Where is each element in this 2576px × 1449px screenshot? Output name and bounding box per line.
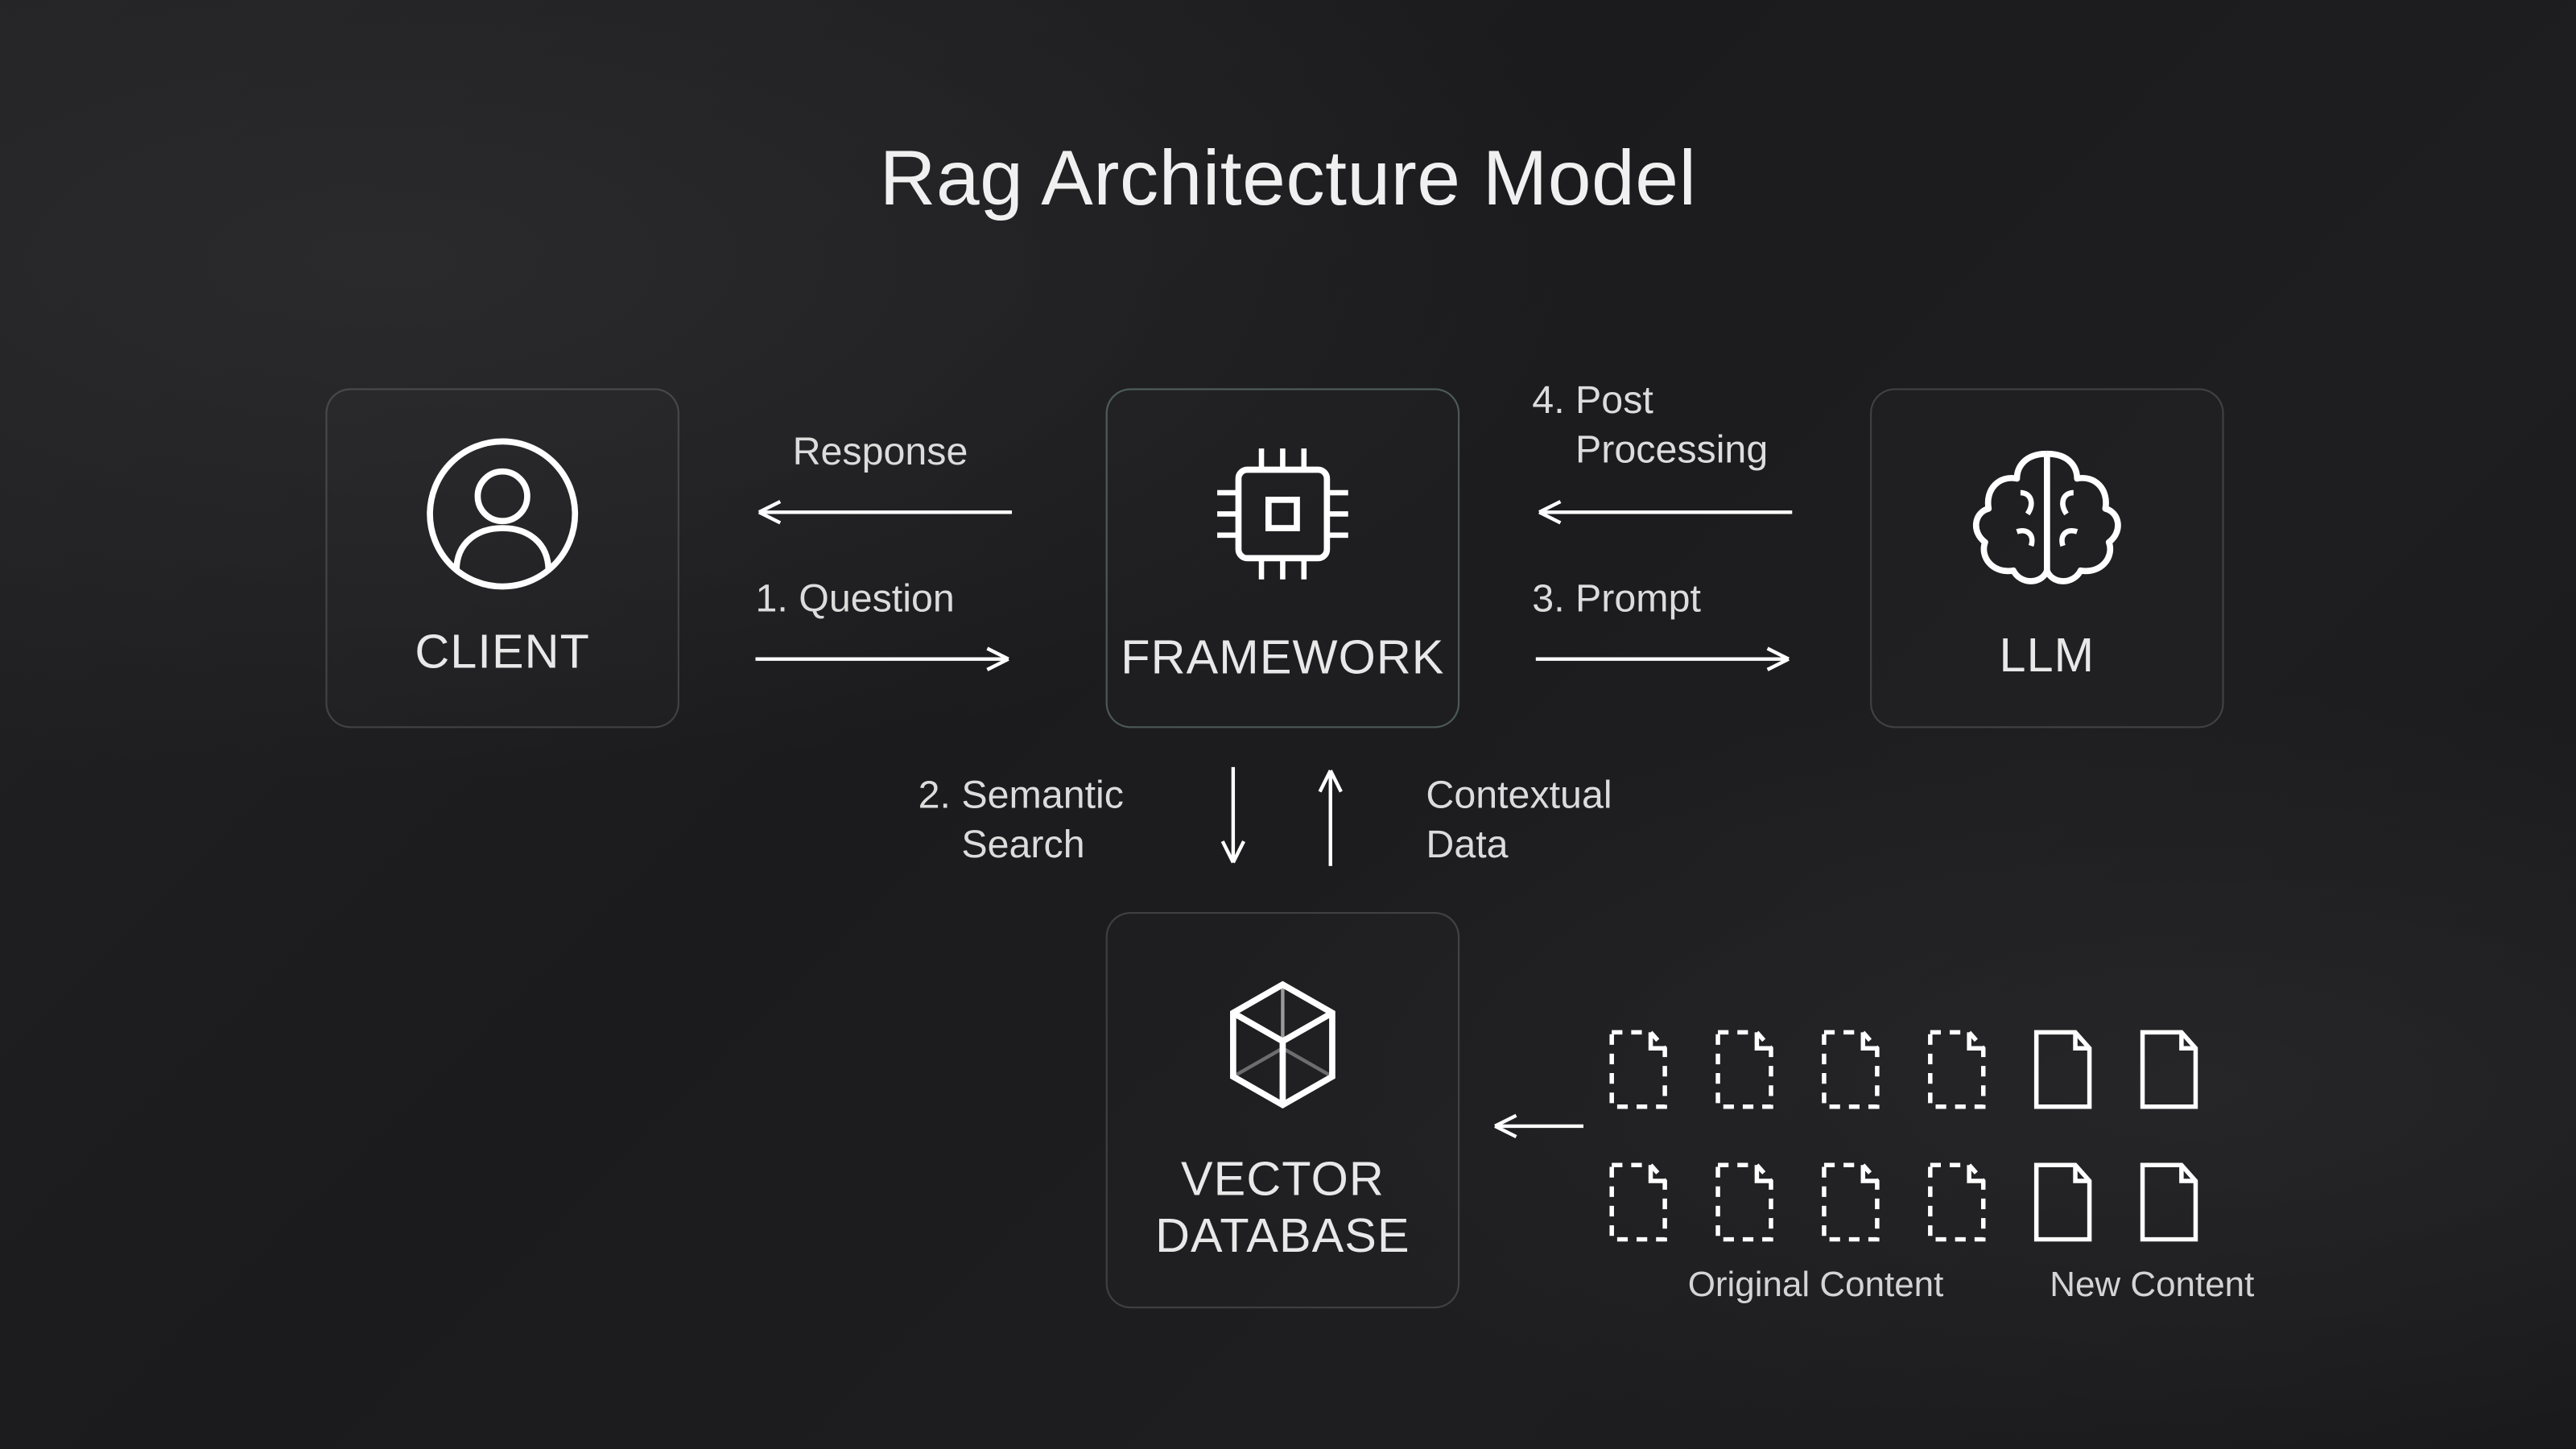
label-question: 1. Question: [755, 574, 954, 622]
arrow-contextual-data: [1331, 767, 1332, 866]
arrow-post-processing: [1536, 512, 1793, 514]
node-framework: FRAMEWORK: [1106, 388, 1460, 728]
label-new-content: New Content: [2050, 1266, 2254, 1307]
diagram-title: Rag Architecture Model: [880, 135, 1697, 224]
label-prompt: 3. Prompt: [1532, 574, 1701, 622]
arrow-semantic-search: [1233, 767, 1235, 866]
document-original-icon: [1603, 1160, 1674, 1253]
node-vector-db: VECTOR DATABASE: [1106, 912, 1460, 1308]
arrow-response: [755, 512, 1012, 514]
document-new-icon: [2028, 1160, 2099, 1253]
content-footer: Original Content New Content: [1688, 1266, 2255, 1307]
arrow-prompt: [1536, 659, 1793, 661]
document-original-icon: [1815, 1160, 1886, 1253]
person-icon: [424, 436, 580, 601]
document-original-icon: [1709, 1160, 1780, 1253]
label-contextual-data: Contextual Data: [1426, 770, 1612, 868]
document-new-icon: [2028, 1027, 2099, 1121]
label-response: Response: [793, 427, 968, 476]
document-original-icon: [1815, 1027, 1886, 1121]
document-new-icon: [2134, 1160, 2205, 1253]
brain-icon: [1950, 432, 2145, 604]
document-original-icon: [1603, 1027, 1674, 1121]
arrow-ingest: [1492, 1126, 1583, 1128]
node-client: CLIENT: [325, 388, 679, 728]
document-original-icon: [1922, 1027, 1992, 1121]
label-post-processing: 4. Post Processing: [1532, 376, 1768, 473]
document-original-icon: [1922, 1160, 1992, 1253]
chip-icon: [1199, 431, 1366, 606]
document-new-icon: [2134, 1027, 2205, 1121]
document-original-icon: [1709, 1027, 1780, 1121]
cube-icon: [1198, 957, 1368, 1136]
label-semantic-search: 2. Semantic Search: [919, 770, 1124, 868]
arrow-question: [755, 659, 1012, 661]
node-framework-label: FRAMEWORK: [1121, 630, 1444, 685]
node-llm-label: LLM: [1999, 629, 2095, 683]
label-original-content: Original Content: [1688, 1266, 1944, 1307]
node-client-label: CLIENT: [415, 625, 590, 680]
node-vector-db-label: VECTOR DATABASE: [1108, 1154, 1458, 1263]
node-llm: LLM: [1870, 388, 2224, 728]
content-documents: [1603, 1027, 2204, 1253]
